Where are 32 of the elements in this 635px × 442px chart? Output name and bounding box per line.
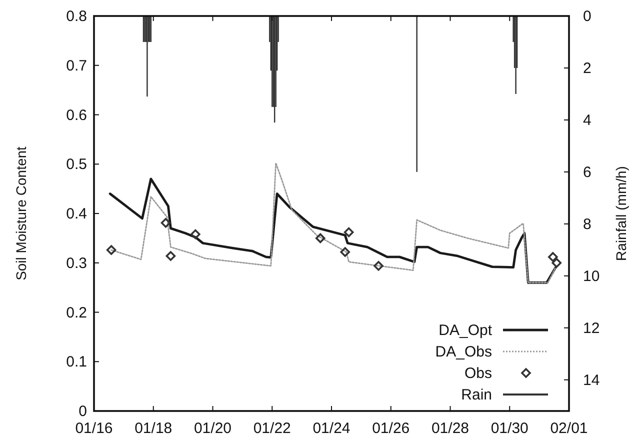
- x-tick-label: 01/30: [490, 420, 528, 437]
- x-tick-label: 01/22: [253, 420, 291, 437]
- x-tick-label: 01/16: [75, 420, 113, 437]
- y-tick-label: 0.3: [66, 254, 87, 272]
- y2-tick-label: 0: [583, 8, 592, 25]
- x-tick-label: 01/26: [372, 420, 410, 437]
- y-tick-label: 0.1: [66, 354, 87, 371]
- legend-label: DA_Obs: [435, 344, 492, 360]
- x-tick-label: 02/01: [550, 420, 588, 437]
- y-tick-label: 0.8: [66, 8, 87, 25]
- legend-label: Rain: [461, 386, 492, 404]
- y-tick-label: 0.7: [66, 57, 87, 74]
- x-tick-label: 01/28: [431, 420, 470, 437]
- y-tick-label: 0.5: [66, 156, 87, 174]
- y2-tick-label: 10: [583, 268, 600, 285]
- legend-label: Obs: [464, 365, 492, 382]
- y2-tick-label: 8: [583, 216, 592, 233]
- y-axis-title: Soil Moisture Content: [13, 146, 29, 280]
- y2-axis-title: Rainfall (mm/h): [613, 166, 629, 261]
- x-tick-label: 01/18: [134, 420, 172, 437]
- y2-tick-label: 12: [583, 320, 600, 337]
- x-tick-label: 01/20: [194, 420, 232, 437]
- y-tick-label: 0.6: [66, 106, 87, 124]
- y2-tick-label: 6: [583, 164, 592, 181]
- y-tick-label: 0.2: [66, 304, 87, 322]
- legend-label: DA_Opt: [438, 322, 493, 339]
- y-tick-label: 0: [78, 403, 87, 420]
- y2-tick-label: 14: [583, 372, 600, 389]
- y-tick-label: 0.4: [66, 206, 87, 222]
- y2-tick-label: 4: [583, 112, 592, 129]
- y2-tick-label: 2: [583, 60, 592, 77]
- x-tick-label: 01/24: [312, 420, 350, 437]
